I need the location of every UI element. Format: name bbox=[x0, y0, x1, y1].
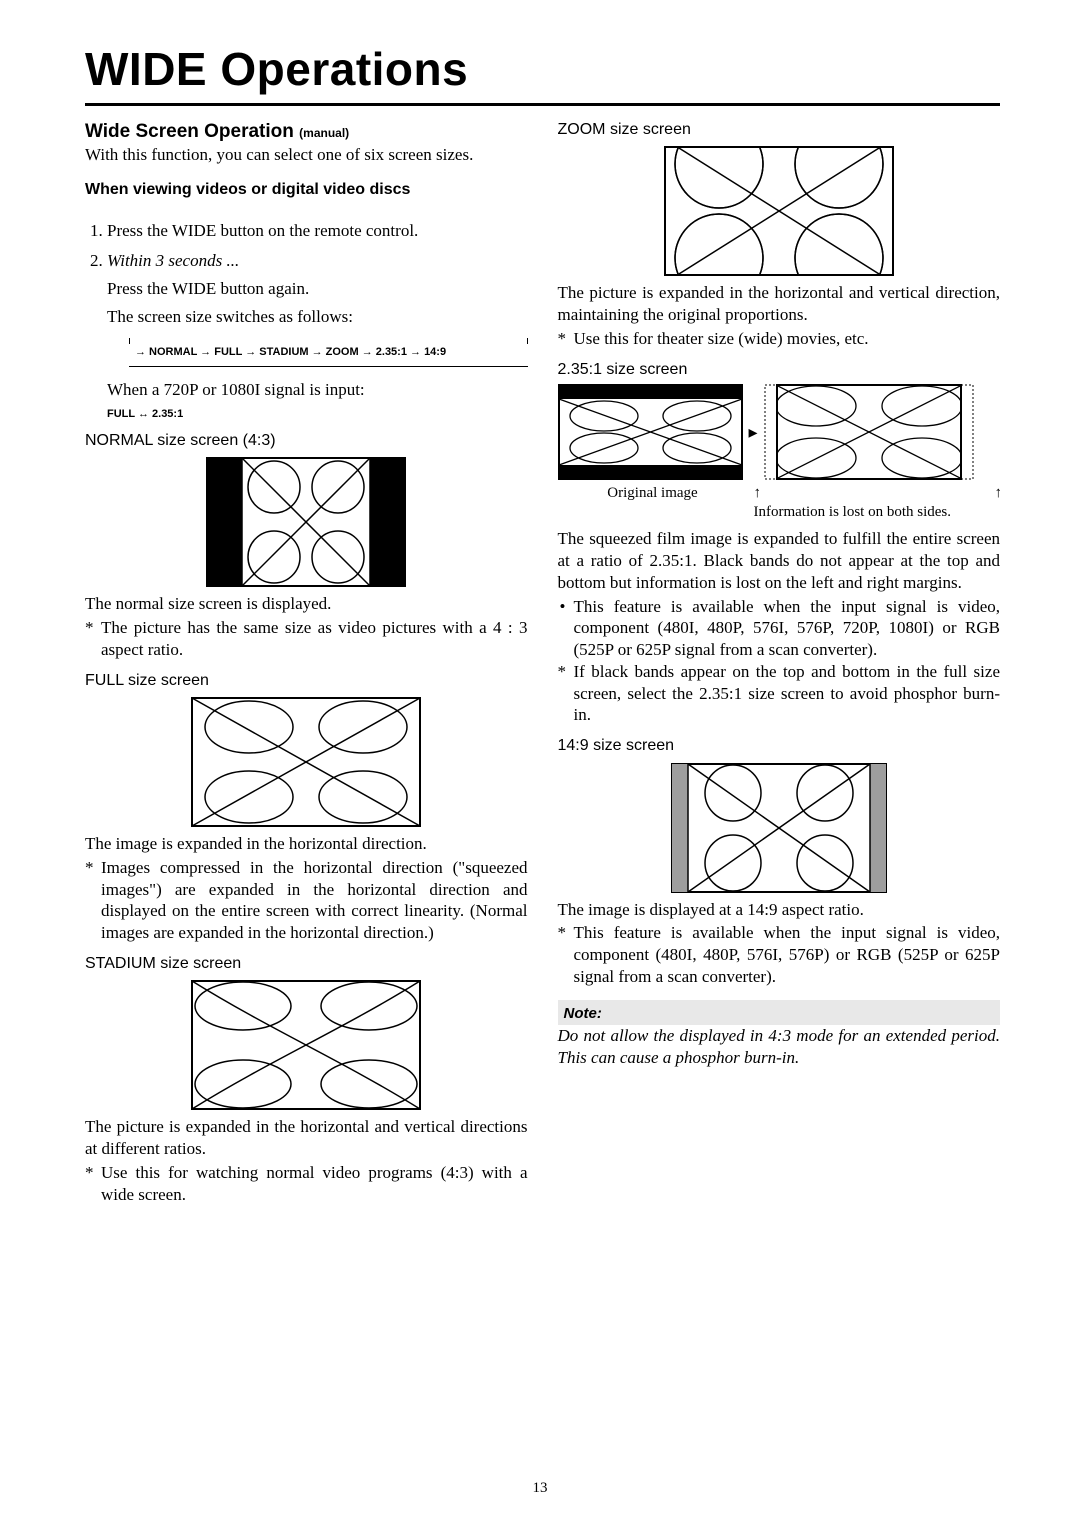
r149-desc: The image is displayed at a 14:9 aspect … bbox=[558, 899, 1001, 921]
stadium-title: STADIUM size screen bbox=[85, 954, 528, 974]
r235-diagram-right bbox=[764, 384, 974, 480]
page-title: WIDE Operations bbox=[85, 40, 1000, 99]
normal-desc: The normal size screen is displayed. bbox=[85, 593, 528, 615]
sequence-text: → NORMAL → FULL → STADIUM → ZOOM → 2.35:… bbox=[135, 346, 446, 358]
normal-title: NORMAL size screen (4:3) bbox=[85, 431, 528, 451]
normal-diagram bbox=[206, 457, 406, 587]
r235-title: 2.35:1 size screen bbox=[558, 360, 1001, 380]
full-desc: The image is expanded in the horizontal … bbox=[85, 833, 528, 855]
hd-signal-text: When a 720P or 1080I signal is input: bbox=[107, 379, 528, 401]
full-title: FULL size screen bbox=[85, 671, 528, 691]
r235-diagram-left bbox=[558, 384, 743, 480]
r235-bullet2: If black bands appear on the top and bot… bbox=[558, 661, 1001, 726]
r149-diagram bbox=[671, 763, 887, 893]
full-diagram bbox=[191, 697, 421, 827]
r149-note: This feature is available when the input… bbox=[558, 922, 1001, 987]
r235-cap1: Original image bbox=[558, 484, 748, 522]
section-heading: Wide Screen Operation bbox=[85, 121, 294, 142]
arrow-right-icon: ▸ bbox=[749, 421, 758, 444]
right-column: ZOOM size screen The picture is expanded… bbox=[558, 120, 1001, 1206]
r235-cap2: Information is lost on both sides. bbox=[754, 503, 1001, 522]
intro-text: With this function, you can select one o… bbox=[85, 144, 528, 166]
note-title: Note: bbox=[564, 1005, 602, 1022]
title-rule bbox=[85, 103, 1000, 106]
r235-desc: The squeezed film image is expanded to f… bbox=[558, 528, 1001, 593]
arrow-up-icon: ↑ bbox=[754, 485, 762, 501]
hd-sequence: FULL ↔ 2.35:1 bbox=[107, 407, 528, 421]
zoom-title: ZOOM size screen bbox=[558, 120, 1001, 140]
stadium-note: Use this for watching normal video progr… bbox=[85, 1162, 528, 1206]
subheading: When viewing videos or digital video dis… bbox=[85, 180, 528, 200]
left-column: Wide Screen Operation (manual) With this… bbox=[85, 120, 528, 1206]
page-number: 13 bbox=[0, 1479, 1080, 1498]
zoom-note: Use this for theater size (wide) movies,… bbox=[558, 328, 1001, 350]
zoom-desc: The picture is expanded in the horizonta… bbox=[558, 282, 1001, 326]
zoom-diagram bbox=[664, 146, 894, 276]
note-box: Note: Do not allow the displayed in 4:3 … bbox=[558, 1000, 1001, 1069]
arrow-up-icon-2: ↑ bbox=[995, 484, 1003, 503]
step2b-text: The screen size switches as follows: bbox=[107, 306, 528, 328]
r149-title: 14:9 size screen bbox=[558, 736, 1001, 756]
normal-note: The picture has the same size as video p… bbox=[85, 617, 528, 661]
r235-bullet1: This feature is available when the input… bbox=[558, 596, 1001, 661]
stadium-diagram bbox=[191, 980, 421, 1110]
full-note: Images compressed in the horizontal dire… bbox=[85, 857, 528, 944]
step2a-text: Press the WIDE button again. bbox=[107, 278, 528, 300]
stadium-desc: The picture is expanded in the horizonta… bbox=[85, 1116, 528, 1160]
section-heading-suffix: (manual) bbox=[299, 126, 349, 140]
step2-label: Within 3 seconds ... bbox=[107, 251, 239, 270]
step1-text: Press the WIDE button on the remote cont… bbox=[107, 221, 418, 240]
note-body: Do not allow the displayed in 4:3 mode f… bbox=[558, 1025, 1001, 1069]
